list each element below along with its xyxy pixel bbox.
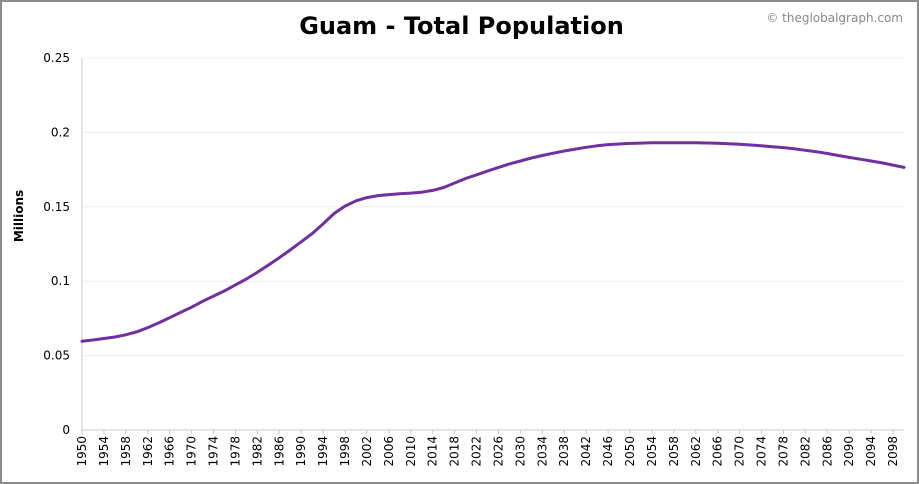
- chart-title: Guam - Total Population: [299, 12, 624, 40]
- x-tick-label: 2030: [513, 436, 527, 467]
- x-tick-label: 2006: [382, 436, 396, 467]
- x-tick-label: 2010: [404, 436, 418, 467]
- x-tick-label: 2070: [733, 436, 747, 467]
- y-tick-label: 0.1: [51, 274, 70, 288]
- x-tick-label: 2086: [820, 436, 834, 467]
- y-tick-label: 0.25: [43, 51, 70, 65]
- x-tick-label: 1978: [228, 436, 242, 467]
- x-tick-label: 2098: [886, 436, 900, 467]
- series-group: [80, 141, 906, 343]
- x-tick-label: 1986: [272, 436, 286, 467]
- y-tick-label: 0.2: [51, 125, 70, 139]
- x-tick-label: 1958: [119, 436, 133, 467]
- x-tick-label: 2066: [711, 436, 725, 467]
- x-tick-label: 1990: [294, 436, 308, 467]
- x-tick-label: 1982: [250, 436, 264, 467]
- x-tick-label: 2078: [776, 436, 790, 467]
- grid-lines: [82, 57, 904, 357]
- x-tick-label: 1966: [163, 436, 177, 467]
- y-axis-label: Millions: [12, 190, 26, 242]
- x-tick-label: 2026: [491, 436, 505, 467]
- y-tick-label: 0.15: [43, 200, 70, 214]
- x-tick-label: 2082: [798, 436, 812, 467]
- x-tick-label: 1954: [97, 436, 111, 467]
- x-tick-label: 2046: [601, 436, 615, 467]
- x-tick-label: 2042: [579, 436, 593, 467]
- y-tick-labels: 0 0.05 0.1 0.15 0.2 0.25: [43, 51, 70, 437]
- x-tick-label: 2090: [842, 436, 856, 467]
- x-tick-label: 2038: [557, 436, 571, 467]
- x-tick-label: 2058: [667, 436, 681, 467]
- x-tick-label: 2022: [470, 436, 484, 467]
- x-tick-label: 2034: [535, 436, 549, 467]
- axes: [81, 58, 904, 434]
- credit-text: © theglobalgraph.com: [766, 11, 903, 25]
- x-tick-label: 1998: [338, 436, 352, 467]
- x-tick-label: 2054: [645, 436, 659, 467]
- x-tick-label: 1962: [141, 436, 155, 467]
- x-tick-label: 2002: [360, 436, 374, 467]
- x-tick-labels: 1950 1954 1958 1962 1966 1970 1974 1978 1982 1986…: [75, 436, 900, 467]
- x-tick-label: 1974: [207, 436, 221, 467]
- x-tick-label: 2018: [448, 436, 462, 467]
- y-tick-label: 0: [62, 423, 70, 437]
- x-tick-label: 1970: [185, 436, 199, 467]
- x-tick-label: 2014: [426, 436, 440, 467]
- y-tick-label: 0.05: [43, 349, 70, 363]
- x-tick-label: 1950: [75, 436, 89, 467]
- x-tick-label: 2094: [864, 436, 878, 467]
- x-tick-label: 2050: [623, 436, 637, 467]
- x-tick-label: 2062: [689, 436, 703, 467]
- x-tick-label: 2074: [755, 436, 769, 467]
- x-tick-label: 1994: [316, 436, 330, 467]
- population-series-line: [80, 141, 906, 343]
